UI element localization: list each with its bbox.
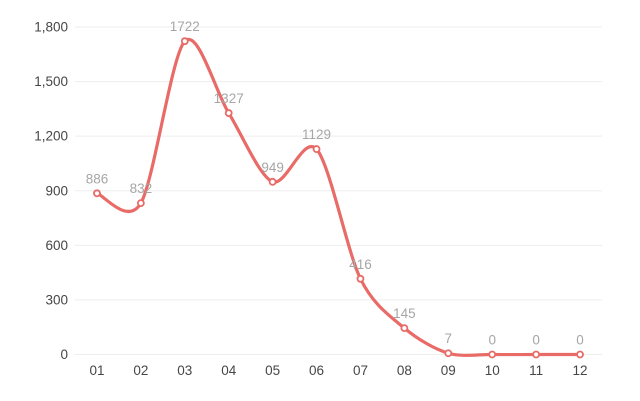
data-point-12[interactable] [576,350,584,359]
data-point-10[interactable] [488,350,497,359]
x-axis-tick-label: 08 [397,363,412,378]
data-label: 416 [349,257,372,272]
data-label: 1129 [302,127,331,142]
x-axis-tick-label: 09 [441,363,456,378]
data-point-09[interactable] [444,349,453,358]
x-axis-tick-label: 07 [353,363,368,378]
x-axis-tick-label: 02 [133,363,148,378]
data-point-04[interactable] [224,109,233,117]
data-point-06[interactable] [312,145,321,153]
data-label: 1327 [214,91,244,106]
y-axis-tick-label: 300 [45,292,68,307]
y-axis-tick-label: 0 [60,347,68,362]
x-axis-tick-label: 01 [89,363,104,378]
y-axis-tick-label: 600 [45,238,68,253]
series-line [95,37,582,357]
x-axis-tick-label: 10 [485,363,500,378]
x-axis-tick-label: 06 [309,363,324,378]
data-label: 7 [445,331,453,346]
data-point-01[interactable] [93,189,101,198]
data-point-02[interactable] [136,199,145,208]
y-axis-tick-label: 900 [45,183,68,198]
y-axis-tick-label: 1,500 [34,74,68,89]
x-axis-tick-label: 03 [177,363,192,378]
data-point-05[interactable] [268,177,277,186]
data-label: 0 [532,333,540,348]
data-label: 949 [261,160,284,175]
data-label: 0 [576,333,584,348]
data-label: 1722 [170,19,200,34]
x-axis-tick-label: 04 [221,363,237,378]
y-axis-tick-label: 1,200 [34,129,68,144]
x-axis-tick-label: 12 [573,363,588,378]
data-label: 832 [130,181,153,196]
data-label: 886 [86,171,109,186]
data-point-07[interactable] [356,274,365,283]
x-axis-tick-label: 11 [529,363,543,378]
data-label: 0 [488,333,496,348]
data-point-08[interactable] [400,324,409,333]
y-axis-tick-label: 1,800 [34,20,68,35]
x-axis-tick-label: 05 [265,363,280,378]
data-point-11[interactable] [532,350,541,359]
data-label: 145 [393,306,416,321]
data-point-03[interactable] [180,37,189,46]
